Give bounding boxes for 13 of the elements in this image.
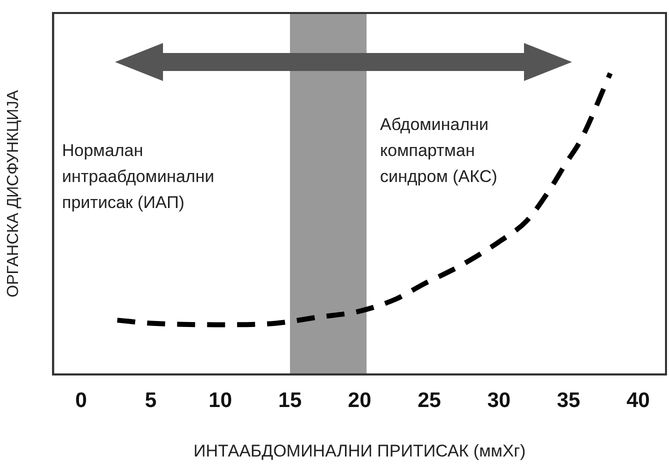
x-tick-label: 5 [144, 388, 157, 412]
x-axis-title: ИНТААБДОМИНАЛНИ ПРИТИСАК (ммХг) [194, 441, 526, 460]
x-tick-label: 10 [208, 388, 232, 412]
x-tick-label: 20 [348, 388, 372, 412]
x-tick-label: 15 [278, 388, 302, 412]
x-tick-label: 0 [75, 388, 87, 412]
y-axis-title: ОРГАНСКА ДИСФУНКЦИЈА [5, 90, 22, 298]
x-tick-label: 30 [487, 388, 511, 412]
annotation: Нормалан интраабдоминални притисак (ИАП) [62, 140, 216, 214]
x-tick-label: 40 [626, 388, 650, 412]
x-tick-label: 25 [418, 388, 442, 412]
annotation: Абдоминални компартман синдром (АКС) [380, 114, 498, 188]
x-tick-label: 35 [556, 388, 581, 412]
